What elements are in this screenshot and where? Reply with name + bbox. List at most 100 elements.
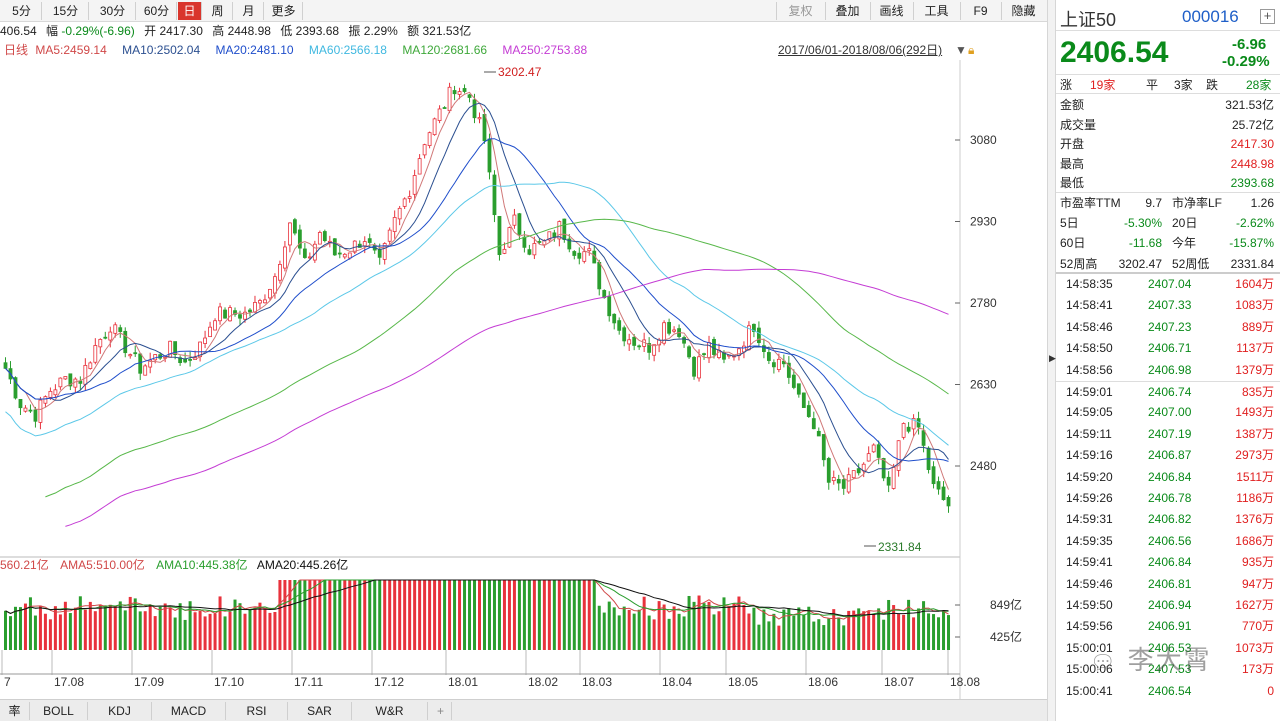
period-week[interactable]: 周: [203, 2, 233, 20]
tick-time: 14:58:46: [1066, 319, 1113, 334]
volume-bar: [857, 608, 861, 650]
add-tab-icon[interactable]: +: [430, 702, 452, 720]
tick-row: 14:58:46 2407.23 889万: [1056, 317, 1280, 337]
volume-bar: [423, 580, 427, 650]
volume-bar: [458, 580, 462, 650]
volume-bar: [28, 597, 32, 650]
f9-button[interactable]: F9: [960, 2, 1000, 20]
period-month[interactable]: 月: [234, 2, 264, 20]
collapse-arrow-icon[interactable]: ▶: [1049, 353, 1056, 363]
ratio-value-2: 1.26: [1250, 196, 1274, 210]
volume-bar: [707, 601, 711, 650]
candle-body: [317, 232, 322, 245]
info-high: 2448.98: [227, 24, 271, 38]
volume-bar: [852, 610, 856, 650]
draw-button[interactable]: 画线: [870, 2, 912, 20]
candle-body: [173, 341, 178, 355]
tick-price: 2407.33: [1148, 298, 1192, 313]
lock-icon[interactable]: 🔒︎: [968, 43, 975, 57]
period-day[interactable]: 日: [178, 2, 202, 20]
candle-body: [547, 231, 552, 241]
kline-chart[interactable]: 3080 2930 2780 2630 2480 849亿 425亿 7 17.08 17.09 1…: [0, 60, 1047, 700]
overlay-button[interactable]: 叠加: [825, 2, 869, 20]
candle-body: [637, 345, 642, 348]
period-60min[interactable]: 60分: [137, 2, 177, 20]
candle-body: [791, 374, 796, 388]
period-15min[interactable]: 15分: [43, 2, 89, 20]
period-more[interactable]: 更多: [265, 2, 303, 20]
candle-body: [248, 309, 252, 313]
volume-bar: [647, 615, 651, 650]
candle-body: [652, 344, 657, 356]
tab-macd[interactable]: MACD: [152, 702, 226, 720]
ratio-label-2: 今年: [1172, 236, 1197, 250]
tick-row: 14:59:35 2406.56 1686万: [1056, 531, 1280, 551]
candle-body: [801, 392, 806, 408]
volume-bar: [263, 608, 267, 650]
tab-kdj[interactable]: KDJ: [88, 702, 152, 720]
period-5min[interactable]: 5分: [2, 2, 42, 20]
ma250-value: MA250:2753.88: [502, 43, 588, 57]
tick-volume: 1604万: [1235, 277, 1274, 291]
candle-body: [48, 390, 53, 398]
volume-bar: [732, 603, 736, 650]
hide-button[interactable]: 隐藏: [1001, 2, 1045, 20]
tick-price: 2406.82: [1148, 512, 1192, 527]
tab-boll[interactable]: BOLL: [30, 702, 88, 720]
volume-bar: [527, 580, 531, 650]
ratio-row: 52周高 3202.47 52周低 2331.84: [1056, 254, 1280, 274]
volume-bar: [837, 617, 841, 650]
candle-body: [941, 486, 946, 501]
tick-time: 14:59:46: [1066, 576, 1113, 591]
volume-bar: [368, 580, 372, 650]
range-dropdown-icon[interactable]: ▼: [955, 43, 967, 57]
tab-rsi[interactable]: RSI: [226, 702, 288, 720]
volume-bar: [333, 580, 337, 650]
volume-bar: [323, 580, 327, 650]
candle-body: [128, 354, 133, 357]
tick-time: 14:59:16: [1066, 448, 1113, 463]
add-watch-icon[interactable]: +: [1260, 9, 1275, 24]
volume-bar: [178, 603, 182, 650]
volume-legend: 560.21亿 AMA5:510.00亿 AMA10:445.38亿 AMA20…: [0, 557, 348, 573]
down-count: 28家: [1246, 78, 1272, 92]
adjust-button[interactable]: 复权: [776, 2, 824, 20]
candle-body: [382, 243, 387, 260]
candle-body: [512, 214, 517, 226]
ratio-value-2: -2.62%: [1235, 215, 1274, 230]
tab-rate[interactable]: 率: [0, 702, 30, 720]
volume-bar: [433, 580, 437, 650]
date-range[interactable]: 2017/06/01-2018/08/06(292日): [778, 43, 943, 57]
candle-body: [572, 251, 577, 256]
index-code: 000016: [1182, 7, 1239, 26]
volume-bar: [937, 617, 941, 650]
tick-row: 14:58:35 2407.04 1604万: [1056, 274, 1280, 294]
tick-volume: 770万: [1241, 619, 1274, 634]
candle-body: [856, 468, 861, 474]
volume-bar: [218, 596, 222, 650]
ratio-row: 5日 -5.30% 20日 -2.62%: [1056, 213, 1280, 233]
candle-body: [362, 241, 367, 247]
period-30min[interactable]: 30分: [90, 2, 136, 20]
candle-body: [931, 466, 936, 485]
candle-body: [876, 444, 881, 458]
volume-bar: [133, 598, 137, 650]
volume-bar: [657, 601, 661, 650]
panel-splitter[interactable]: ▶: [1047, 0, 1056, 721]
tools-button[interactable]: 工具: [913, 2, 959, 20]
ma10-line: [5, 102, 949, 474]
volume-bar: [497, 580, 501, 650]
candle-body: [387, 229, 392, 242]
candle-body: [283, 246, 287, 269]
ratio-value-2: -15.87%: [1229, 236, 1274, 250]
volume-bar: [18, 607, 22, 650]
volume-bar: [213, 613, 217, 650]
volume-bar: [737, 596, 741, 650]
tab-wr[interactable]: W&R: [352, 702, 428, 720]
volume-bar: [143, 611, 147, 650]
candle-body: [23, 407, 28, 412]
candle-body: [68, 373, 73, 387]
price-tick-label: 2630: [970, 378, 997, 392]
metric-value: 2448.98: [1230, 156, 1274, 171]
tab-sar[interactable]: SAR: [288, 702, 352, 720]
